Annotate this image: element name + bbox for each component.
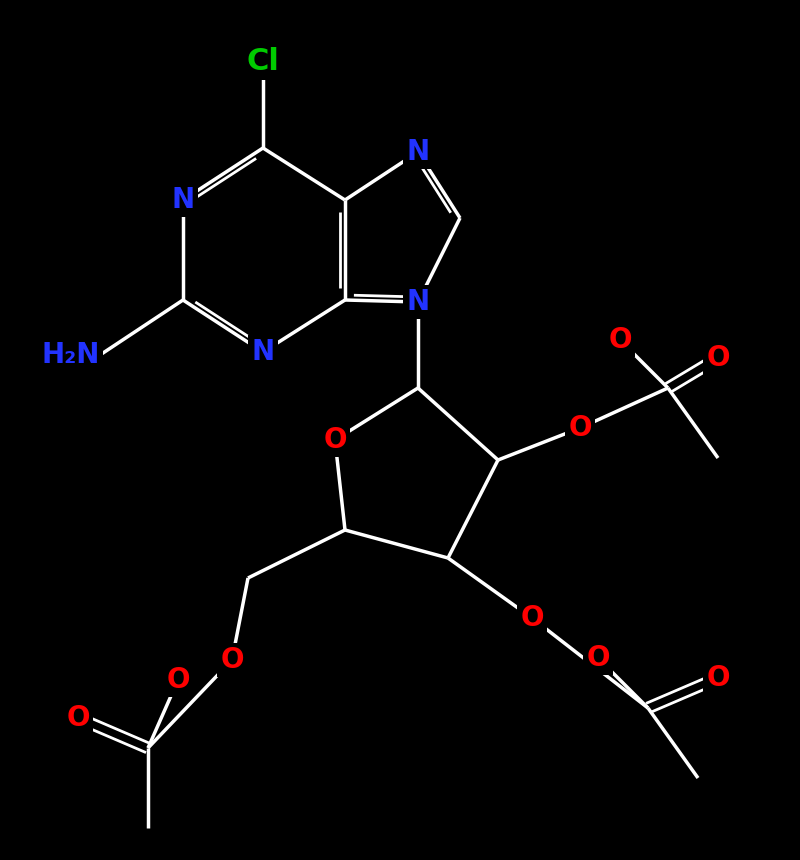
Text: N: N [251, 338, 274, 366]
Text: H₂N: H₂N [42, 341, 100, 369]
Text: O: O [66, 704, 90, 732]
Text: O: O [520, 604, 544, 632]
Text: O: O [568, 414, 592, 442]
Text: O: O [166, 666, 190, 694]
Text: N: N [171, 186, 194, 214]
Text: O: O [706, 344, 730, 372]
Text: Cl: Cl [246, 47, 279, 77]
Text: O: O [220, 646, 244, 674]
Text: O: O [706, 664, 730, 692]
Text: N: N [406, 288, 430, 316]
Text: N: N [406, 138, 430, 166]
Text: O: O [608, 326, 632, 354]
Text: O: O [323, 426, 346, 454]
Text: O: O [586, 644, 610, 672]
